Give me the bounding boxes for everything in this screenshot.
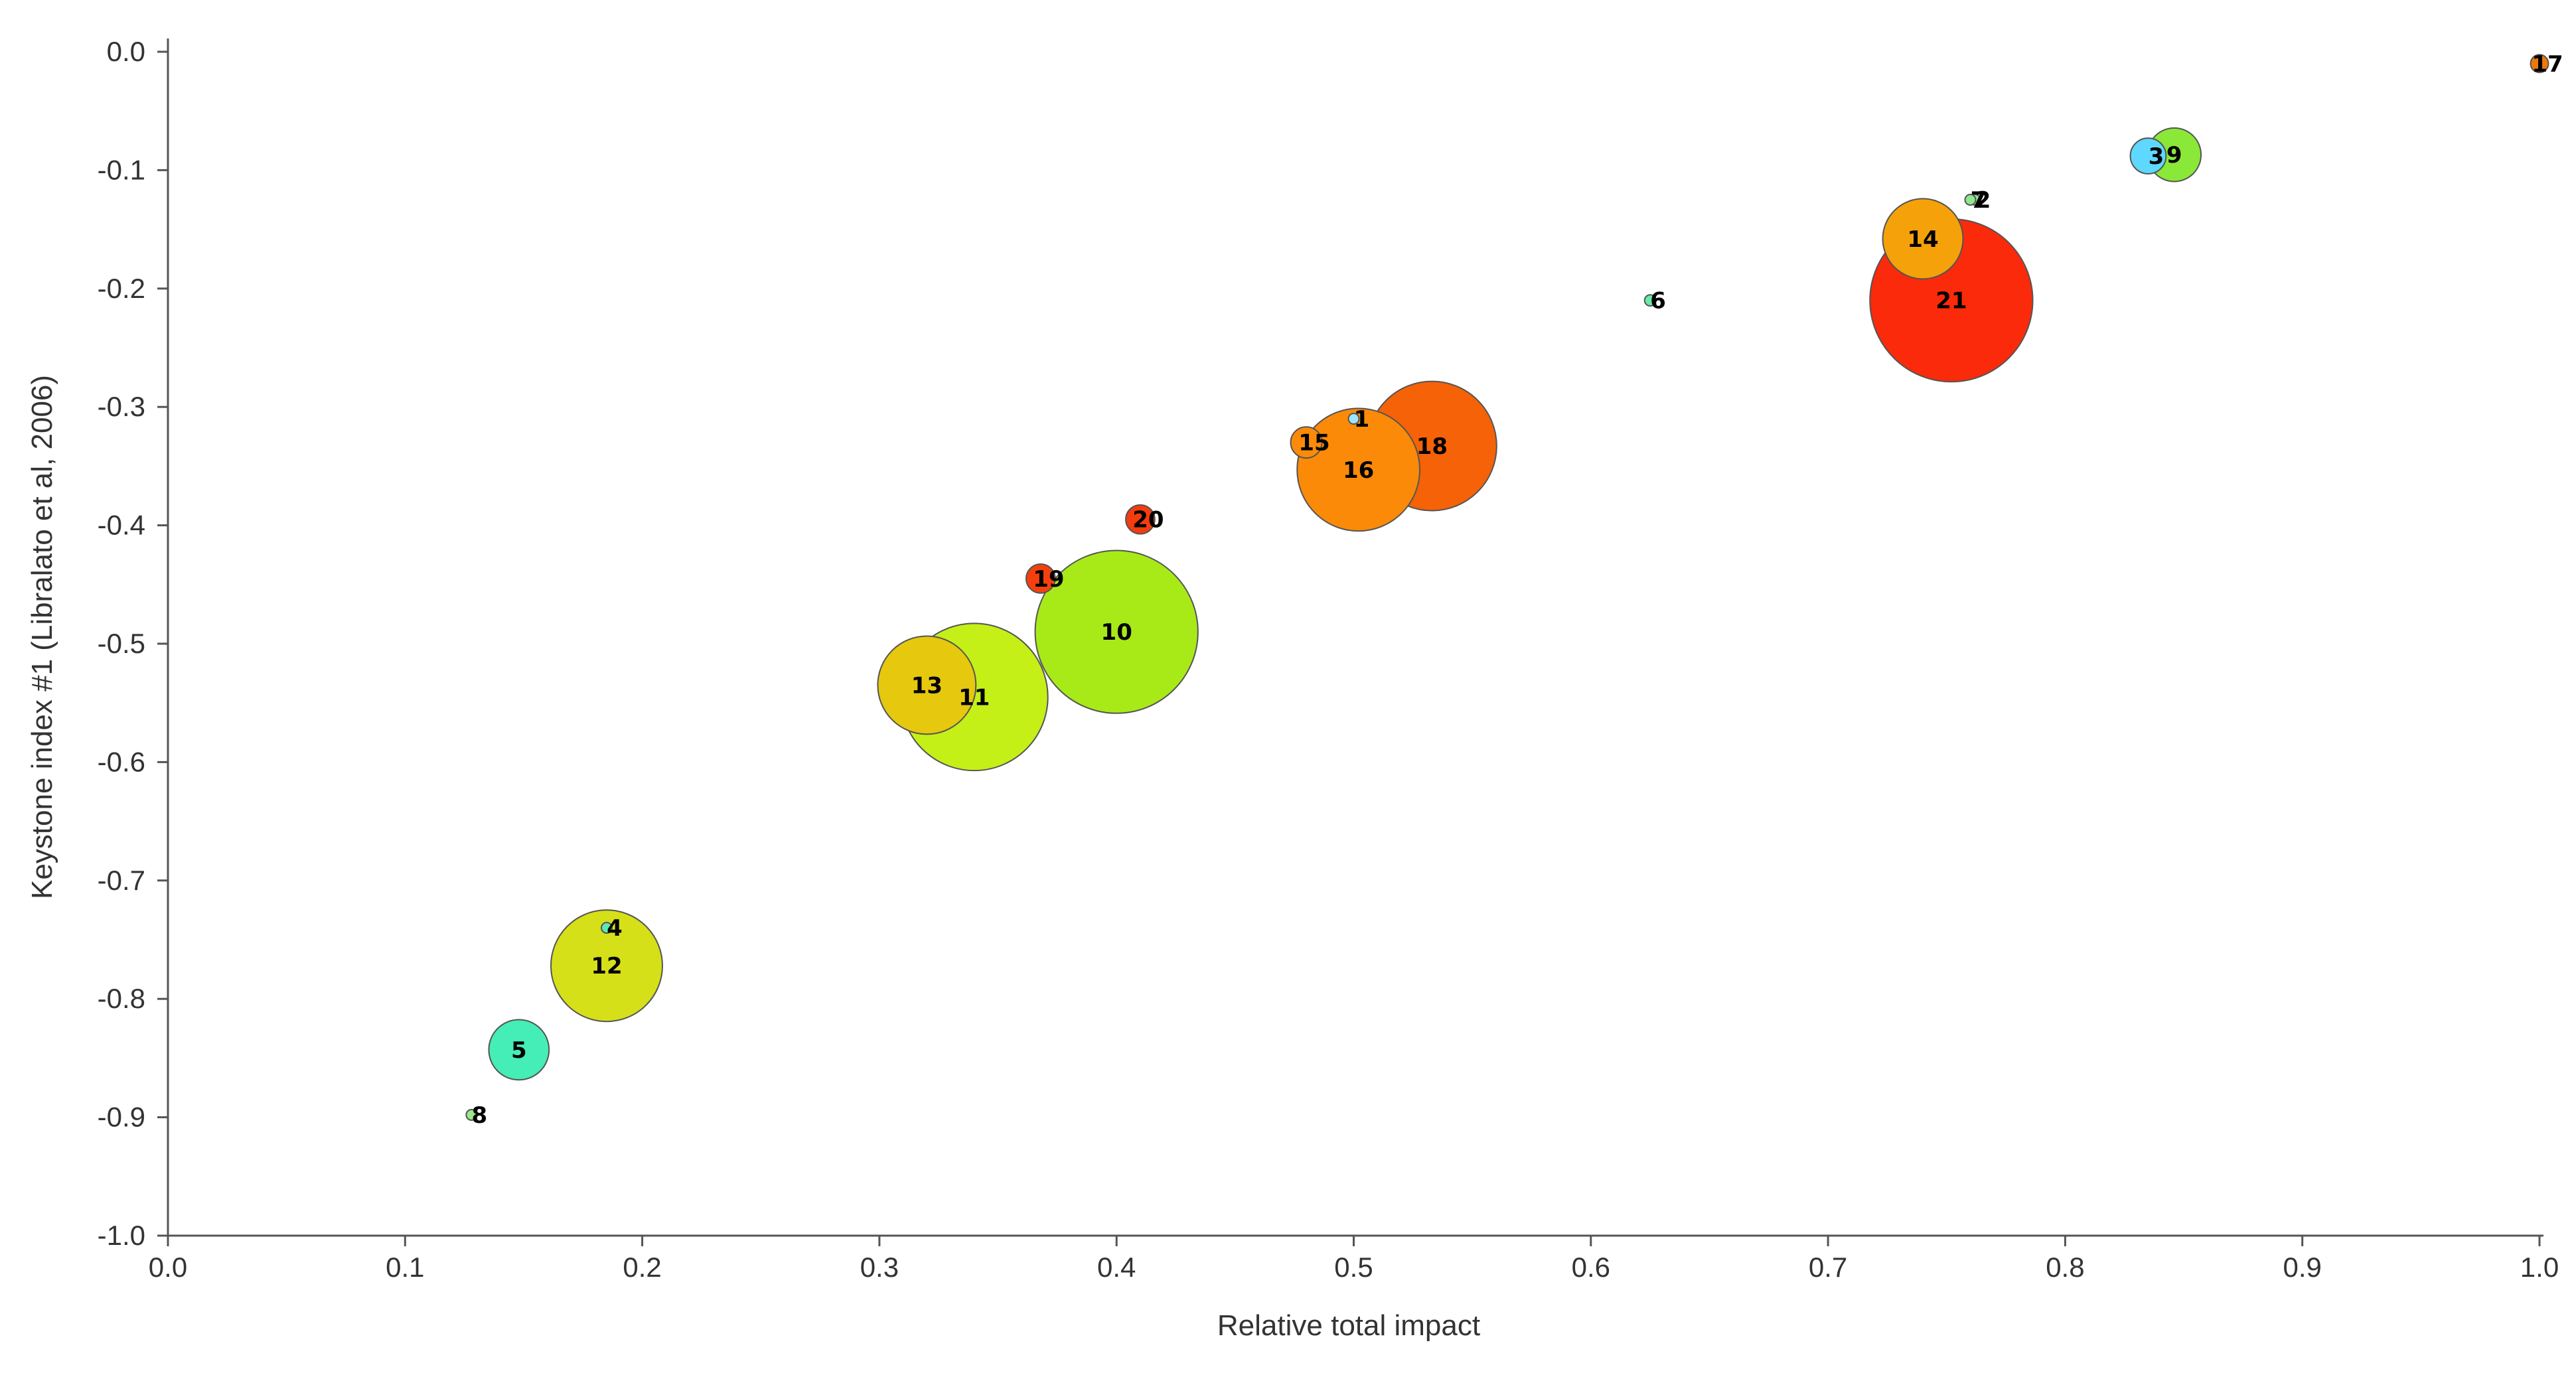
bubble-6: [1643, 294, 1657, 307]
bubble-12: [550, 909, 664, 1023]
x-tick-label: 0.7: [1809, 1252, 1847, 1283]
bubble-15: [1290, 426, 1323, 459]
y-tick-label: -0.5: [98, 628, 145, 659]
y-axis-title: Keystone index #1 (Libralato et al, 2006…: [26, 375, 58, 899]
x-tick-label: 0.9: [2283, 1252, 2322, 1283]
x-axis-title: Relative total impact: [1217, 1309, 1480, 1342]
bubble-label-1: 1: [1354, 406, 1370, 433]
bubble-label-5: 5: [511, 1037, 527, 1064]
x-tick-label: 0.3: [860, 1252, 899, 1283]
y-tick-label: -0.1: [98, 154, 145, 185]
x-tick-label: 0.6: [1572, 1252, 1610, 1283]
bubble-label-10: 10: [1101, 619, 1132, 646]
bubble-14: [1882, 198, 1964, 280]
y-tick-label: -0.3: [98, 391, 145, 422]
bubble-label-11: 11: [958, 684, 990, 711]
bubble-8: [465, 1109, 478, 1122]
bubble-label-6: 6: [1650, 288, 1666, 315]
bubble-4: [601, 922, 613, 934]
bubble-3: [2129, 137, 2167, 175]
axes-layer: 0.0 0.1 0.2 0.3 0.4 0.5 0.6 0.7 0.8 0.9 1.0 0.0 -0.1…: [98, 36, 2559, 1283]
y-tick-label: -0.7: [98, 865, 145, 896]
x-tick-label: 0.1: [386, 1252, 424, 1283]
bubble-label-12: 12: [591, 953, 622, 979]
bubble-label-4: 4: [607, 915, 623, 942]
x-tick-label: 0.4: [1097, 1252, 1136, 1283]
y-tick-label: -0.4: [98, 510, 145, 541]
bubble-label-2: 2: [1975, 187, 1991, 214]
bubble-label-14: 14: [1907, 226, 1938, 253]
bubble-label-15: 15: [1298, 430, 1329, 457]
bubble-1: [1347, 413, 1360, 425]
bubble-label-19: 19: [1033, 566, 1064, 593]
bubble-7: [1964, 194, 1977, 206]
y-tick-label: 0.0: [107, 36, 145, 67]
bubble-5: [488, 1019, 550, 1081]
bubble-label-17: 17: [2532, 51, 2563, 78]
bubble-20: [1125, 504, 1156, 535]
bubble-label-8: 8: [472, 1102, 488, 1129]
y-tick-label: -0.2: [98, 273, 145, 304]
bubble-label-3: 3: [2149, 143, 2164, 170]
bubble-label-7: 7: [1971, 187, 1987, 214]
bubble-label-9: 9: [2166, 142, 2182, 169]
x-tick-label: 0.0: [149, 1252, 187, 1283]
bubble-10: [1034, 549, 1199, 714]
x-tick-label: 0.5: [1334, 1252, 1373, 1283]
y-tick-label: -1.0: [98, 1220, 145, 1251]
bubbles-layer: [465, 54, 2549, 1122]
bubble-16: [1296, 407, 1421, 532]
y-tick-label: -0.9: [98, 1102, 145, 1133]
bubble-label-18: 18: [1416, 433, 1448, 460]
bubble-label-16: 16: [1343, 457, 1374, 484]
bubble-label-20: 20: [1132, 507, 1164, 534]
bubble-17: [2530, 54, 2549, 74]
bubble-label-21: 21: [1935, 288, 1967, 315]
x-tick-label: 0.8: [2046, 1252, 2084, 1283]
bubble-label-13: 13: [911, 672, 943, 699]
y-tick-label: -0.8: [98, 983, 145, 1014]
bubble-13: [877, 635, 977, 735]
x-tick-label: 1.0: [2520, 1252, 2559, 1283]
x-tick-label: 0.2: [623, 1252, 661, 1283]
y-tick-label: -0.6: [98, 746, 145, 777]
bubble-19: [1025, 563, 1056, 594]
